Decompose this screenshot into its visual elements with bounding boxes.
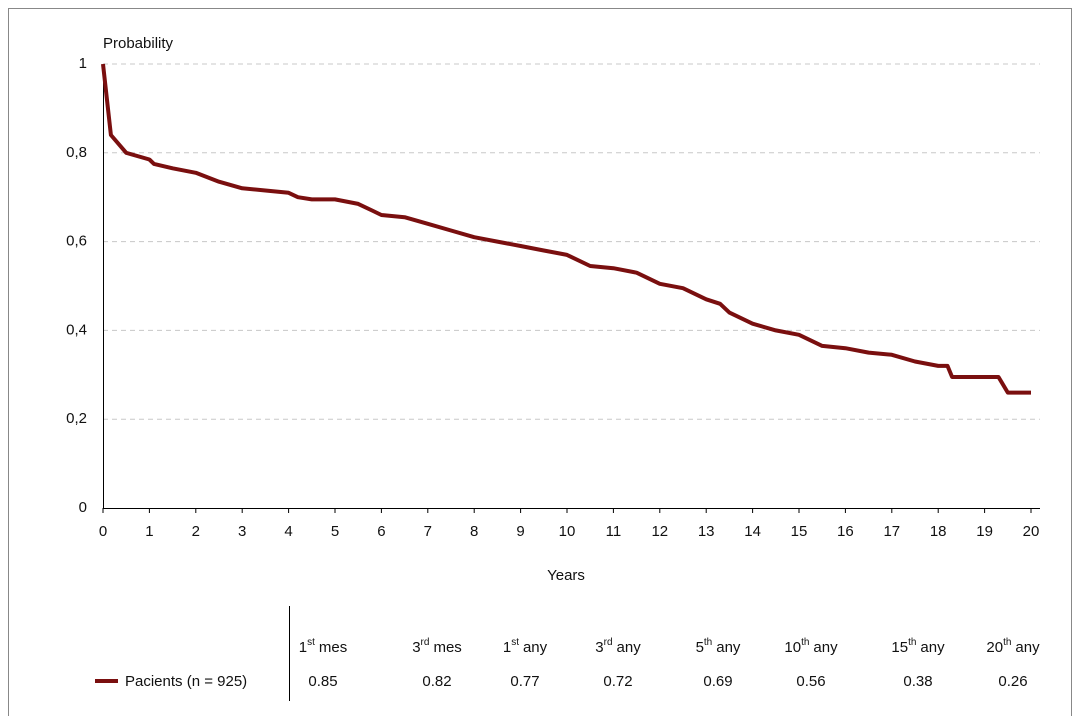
series-line — [101, 63, 1031, 395]
table-value: 0.72 — [603, 673, 632, 690]
y-tick-label: 0 — [79, 499, 87, 516]
y-tick-label: 0,8 — [66, 144, 87, 161]
header-number: 20 — [986, 639, 1003, 656]
x-tick-label: 0 — [99, 523, 107, 540]
x-axis-label: Years — [547, 567, 585, 584]
header-unit: any — [716, 639, 741, 656]
header-number: 15 — [891, 639, 908, 656]
header-ordinal: th — [801, 637, 809, 648]
y-axis-label: Probability — [103, 35, 174, 52]
table-header: 3rd any — [595, 637, 641, 656]
header-unit: mes — [433, 639, 461, 656]
table-header: 5th any — [696, 637, 741, 656]
table-header: 1st any — [503, 637, 548, 656]
frame — [8, 8, 1072, 716]
x-tick-label: 6 — [377, 523, 385, 540]
header-unit: mes — [319, 639, 347, 656]
table-header: 1st mes — [299, 637, 347, 656]
x-tick-label: 3 — [238, 523, 246, 540]
table-value: 0.69 — [703, 673, 732, 690]
y-tick-label: 0,4 — [66, 321, 87, 338]
header-number: 10 — [784, 639, 801, 656]
header-number: 1 — [503, 639, 511, 656]
header-unit: any — [813, 639, 838, 656]
header-ordinal: st — [511, 637, 519, 648]
legend-label: Pacients (n = 925) — [125, 673, 247, 690]
header-ordinal: rd — [604, 637, 613, 648]
header-number: 5 — [696, 639, 704, 656]
x-tick-label: 5 — [331, 523, 339, 540]
x-tick-label: 18 — [930, 523, 947, 540]
x-tick-label: 20 — [1023, 523, 1040, 540]
header-unit: any — [1015, 639, 1040, 656]
header-number: 3 — [595, 639, 603, 656]
y-tick-label: 0,6 — [66, 233, 87, 250]
table-value: 0.56 — [796, 673, 825, 690]
x-tick-label: 17 — [883, 523, 900, 540]
table-value: 0.26 — [998, 673, 1027, 690]
x-tick-label: 4 — [284, 523, 292, 540]
header-number: 3 — [412, 639, 420, 656]
x-tick-label: 9 — [516, 523, 524, 540]
x-tick-label: 2 — [192, 523, 200, 540]
table-value: 0.77 — [510, 673, 539, 690]
x-tick-label: 15 — [791, 523, 808, 540]
header-ordinal: st — [307, 637, 315, 648]
x-tick-label: 1 — [145, 523, 153, 540]
header-number: 1 — [299, 639, 307, 656]
header-unit: any — [617, 639, 642, 656]
header-ordinal: th — [908, 637, 916, 648]
table-header: 15th any — [891, 637, 945, 656]
y-tick-label: 0,2 — [66, 410, 87, 427]
x-tick-label: 10 — [559, 523, 576, 540]
header-ordinal: rd — [421, 637, 430, 648]
header-unit: any — [523, 639, 548, 656]
table-value: 0.82 — [422, 673, 451, 690]
x-tick-label: 12 — [651, 523, 668, 540]
header-unit: any — [920, 639, 945, 656]
x-tick-label: 16 — [837, 523, 854, 540]
table-header: 10th any — [784, 637, 838, 656]
header-ordinal: th — [1003, 637, 1011, 648]
table-header: 3rd mes — [412, 637, 462, 656]
x-tick-label: 13 — [698, 523, 715, 540]
table-header: 20th any — [986, 637, 1040, 656]
x-tick-label: 19 — [976, 523, 993, 540]
x-tick-label: 11 — [606, 523, 622, 540]
table-value: 0.85 — [308, 673, 337, 690]
header-ordinal: th — [704, 637, 712, 648]
x-tick-label: 8 — [470, 523, 478, 540]
x-tick-label: 14 — [744, 523, 761, 540]
table-value: 0.38 — [903, 673, 932, 690]
y-tick-label: 1 — [79, 55, 87, 72]
x-tick-label: 7 — [424, 523, 432, 540]
